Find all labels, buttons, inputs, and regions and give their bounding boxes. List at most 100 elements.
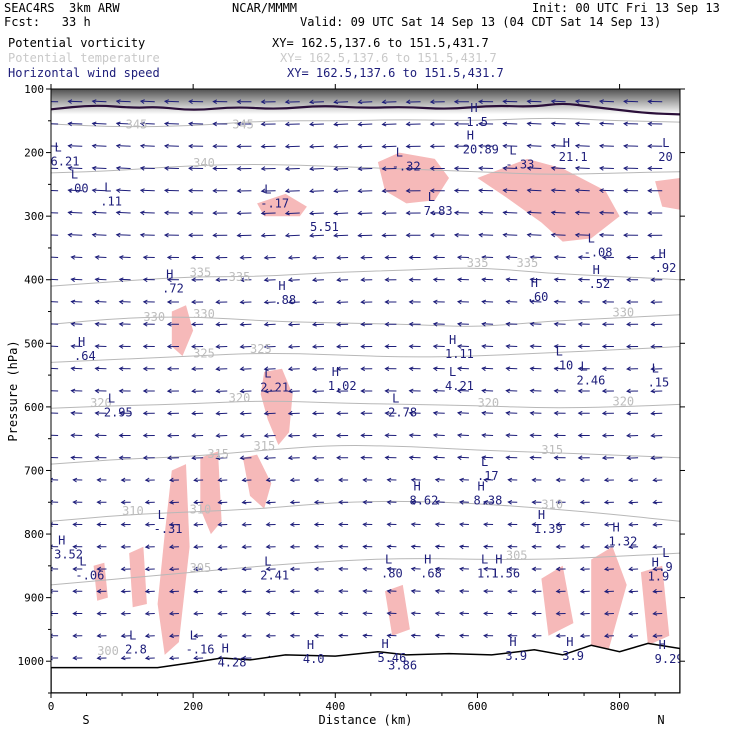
theta-label: 310 [190,503,212,517]
wind-arrow-head [507,477,513,483]
wind-arrow-head [311,388,317,394]
wind-arrow-head [217,611,223,616]
y-tick-label: 800 [24,528,44,541]
extremum-marker: H [278,279,285,293]
wind-arrow-head [601,344,607,349]
wind-arrow-head [478,188,483,194]
wind-arrow [285,145,300,148]
wind-arrow-head [239,299,245,305]
extremum-value: -.08 [584,245,613,259]
wind-arrow [551,167,566,169]
y-tick-label: 300 [24,210,44,223]
wind-arrow-head [241,566,247,572]
wind-arrow-head [236,166,242,171]
extremum-value: -.16 [186,643,215,657]
wind-arrow-head [478,232,484,238]
wind-arrow-head [529,299,535,305]
wind-arrow-head [115,210,121,216]
extremum-value: 20 [658,150,672,164]
field-xy-pv: XY= 162.5,137.6 to 151.5,431.7 [272,36,489,50]
plot-layer: 345 345 340 335 335 335 335 330 330 330 325 325 320 3… [51,89,680,693]
wind-arrow-head [188,232,193,238]
wind-arrow-head [434,477,440,483]
wind-arrow-head [311,455,317,461]
wind-arrow-head [94,299,100,305]
extremum-value: 1.11 [445,347,474,361]
wind-arrow-head [432,321,438,327]
field-xy-theta: XY= 162.5,137.6 to 151.5,431.7 [280,51,497,65]
wind-arrow-head [502,210,508,216]
wind-arrow-head [505,277,511,283]
extremum-value: .88 [274,293,296,307]
wind-arrow-head [191,299,196,305]
wind-arrow-head [239,410,245,416]
wind-arrow-head [241,522,247,527]
wind-arrow-head [333,166,339,171]
wind-arrow-head [338,544,343,550]
wind-arrow-head [360,255,366,260]
wind-arrow-head [168,633,174,639]
wind-arrow-head [481,410,487,416]
wind-arrow-head [483,633,488,639]
wind-arrow-head [191,433,197,438]
extremum-marker: H [612,521,619,535]
wind-arrow-head [577,366,583,372]
wind-arrow-head [72,633,78,639]
wind-arrow-head [91,143,97,149]
wind-arrow-head [429,210,435,216]
wind-arrow-head [96,522,102,527]
wind-arrow-head [72,611,78,616]
wind-arrow-head [313,611,319,616]
wind-arrow [334,101,349,103]
wind-arrow [551,145,566,147]
wind-arrow-head [555,544,561,550]
wind-arrow-head [188,188,193,194]
wind-arrow-head [432,388,438,394]
wind-arrow-head [384,321,390,327]
pv-shaded-region [242,454,272,509]
wind-arrow-head [193,566,199,572]
wind-arrow-head [265,633,271,639]
extremum-marker: H [381,637,388,651]
theta-isentrope-335 [51,267,680,287]
wind-arrow-head [598,188,604,194]
wind-arrow-head [577,344,583,349]
wind-arrow-head [336,321,341,327]
wind-arrow-head [628,566,634,572]
wind-arrow [310,145,324,148]
extremum-value: 2.46 [576,374,605,388]
extremum-marker: L [588,231,595,245]
wind-arrow-head [550,99,556,104]
wind-arrow-head [650,255,656,260]
wind-arrow-head [67,166,73,171]
wind-arrow-head [507,588,513,594]
wind-arrow-head [652,611,658,616]
wind-arrow-head [574,232,580,238]
extremum-marker: H [477,479,484,493]
wind-arrow-head [432,455,438,461]
wind-arrow [551,211,566,214]
wind-arrow-head [623,121,628,127]
extremum-marker: L [55,140,62,154]
wind-arrow-head [168,522,174,527]
extremum-value: .11 [100,194,122,208]
wind-arrow-head [51,411,52,412]
wind-arrow-head [263,388,269,394]
wind-arrow-head [429,143,435,149]
theta-label: 315 [254,439,276,453]
wind-arrow-head [139,143,145,149]
wind-arrow-head [284,121,290,127]
wind-arrow-head [550,166,556,171]
wind-arrow-head [338,566,343,572]
wind-arrow-head [408,366,414,372]
wind-arrow-head [287,433,293,438]
wind-arrow-head [478,210,484,216]
wind-arrow-head [239,366,245,372]
model-title: SEAC4RS 3km ARW [4,1,120,15]
y-tick-label: 1000 [18,655,45,668]
wind-arrow-head [142,433,148,438]
wind-arrow-head [381,121,387,127]
wind-arrow-head [139,210,145,216]
wind-arrow-head [623,232,628,238]
